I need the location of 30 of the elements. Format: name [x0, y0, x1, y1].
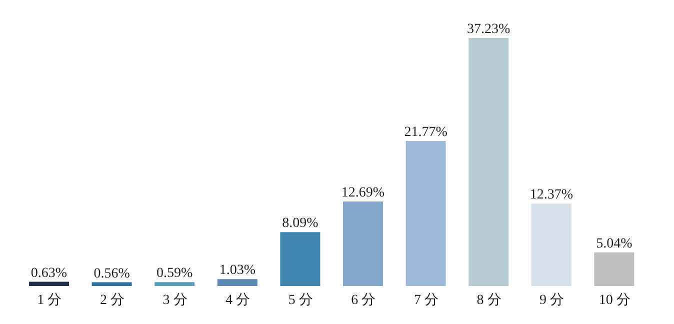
data-label: 1.03%	[219, 263, 256, 278]
bar	[217, 279, 258, 286]
x-tick-label: 8 分	[476, 292, 502, 308]
data-label: 0.63%	[30, 266, 68, 281]
bar	[406, 140, 446, 286]
data-label: 21.77%	[404, 124, 448, 140]
data-label: 37.23%	[467, 22, 511, 37]
bar	[154, 282, 195, 286]
data-label: 12.69%	[341, 185, 385, 200]
data-label: 0.56%	[94, 266, 130, 282]
x-tick-label: 3 分	[162, 292, 188, 308]
x-tick-label: 7 分	[414, 292, 438, 308]
bar	[29, 282, 69, 286]
bar	[531, 204, 572, 286]
bar	[594, 252, 634, 286]
data-label: 12.37%	[530, 188, 574, 203]
x-tick-label: 2 分	[100, 292, 124, 308]
x-tick-label: 1 分	[37, 292, 62, 308]
x-tick-label: 9 分	[540, 292, 564, 308]
data-label: 5.04%	[596, 236, 633, 252]
bar	[468, 38, 509, 286]
bar	[280, 232, 320, 286]
data-label: 0.59%	[156, 266, 194, 282]
data-label: 8.09%	[282, 216, 319, 232]
x-tick-label: 6 分	[351, 292, 376, 308]
x-tick-label: 5 分	[288, 292, 313, 308]
bar	[92, 282, 132, 286]
x-tick-label: 10 分	[598, 292, 630, 308]
bar	[343, 201, 383, 286]
x-tick-label: 4 分	[226, 292, 250, 308]
